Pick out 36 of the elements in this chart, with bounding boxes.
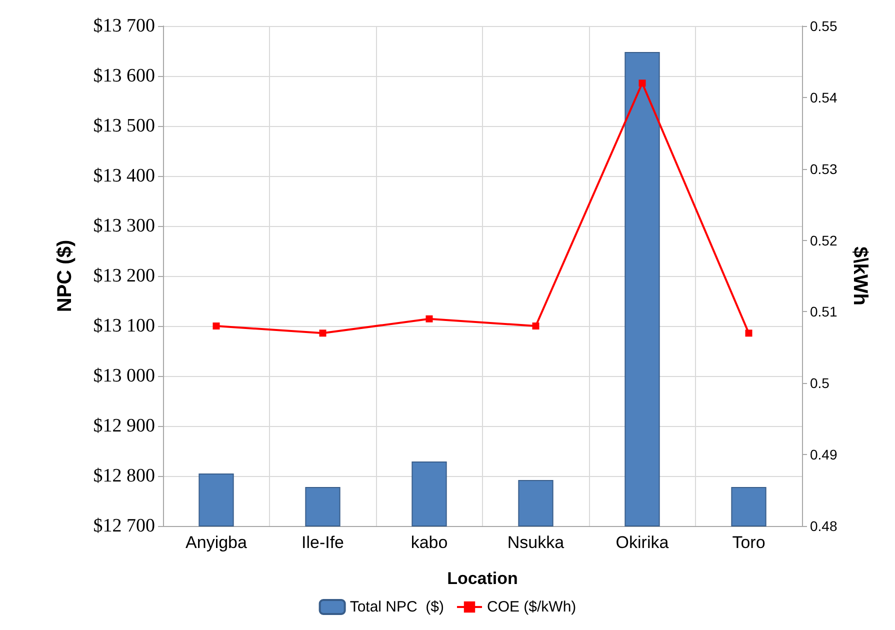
x-tick-label: Ile-Ife <box>301 533 344 552</box>
point <box>426 315 433 322</box>
y-tick-label: $13 400 <box>93 166 155 186</box>
y2-tick-label: 0.55 <box>810 18 838 34</box>
x-tick-label: Okirika <box>616 533 670 552</box>
y2-tick-label: 0.52 <box>810 232 838 248</box>
point <box>319 330 326 337</box>
legend-label: Total NPC ($) <box>350 598 444 616</box>
y-tick-label: $12 800 <box>93 466 155 486</box>
point <box>212 322 220 330</box>
y-tick-label: $13 200 <box>93 266 155 286</box>
y-tick-label: $13 500 <box>93 116 155 136</box>
y2-tick-label: 0.5 <box>810 375 830 392</box>
x-tick-label: Anyigba <box>186 533 248 552</box>
y-tick-label: $13 100 <box>93 316 155 336</box>
y-axis-title: NPC ($) <box>54 240 76 312</box>
y-tick-label: $13 700 <box>93 16 155 36</box>
y2-tick-label: 0.51 <box>810 304 838 320</box>
y-tick-label: $12 700 <box>93 516 155 536</box>
point <box>638 80 646 87</box>
legend-label: COE ($/kWh) <box>487 598 576 616</box>
y-tick-label: $13 000 <box>93 366 155 386</box>
y2-tick-label: 0.49 <box>810 446 838 463</box>
y2-tick-label: 0.48 <box>810 518 838 534</box>
x-tick-label: Toro <box>732 533 766 552</box>
point <box>745 330 752 337</box>
y-tick-label: $13 600 <box>93 66 155 86</box>
x-tick-label: Nsukka <box>507 533 565 552</box>
y2-axis-title: $\kWh <box>849 246 871 306</box>
x-tick-label: kabo <box>410 533 448 552</box>
y-tick-label: $13 300 <box>93 216 155 236</box>
y2-tick-label: 0.54 <box>810 89 838 106</box>
x-axis-title: Location <box>447 569 518 588</box>
y-tick-label: $12 900 <box>93 416 155 436</box>
point <box>532 322 540 330</box>
y2-tick-label: 0.53 <box>810 160 838 177</box>
